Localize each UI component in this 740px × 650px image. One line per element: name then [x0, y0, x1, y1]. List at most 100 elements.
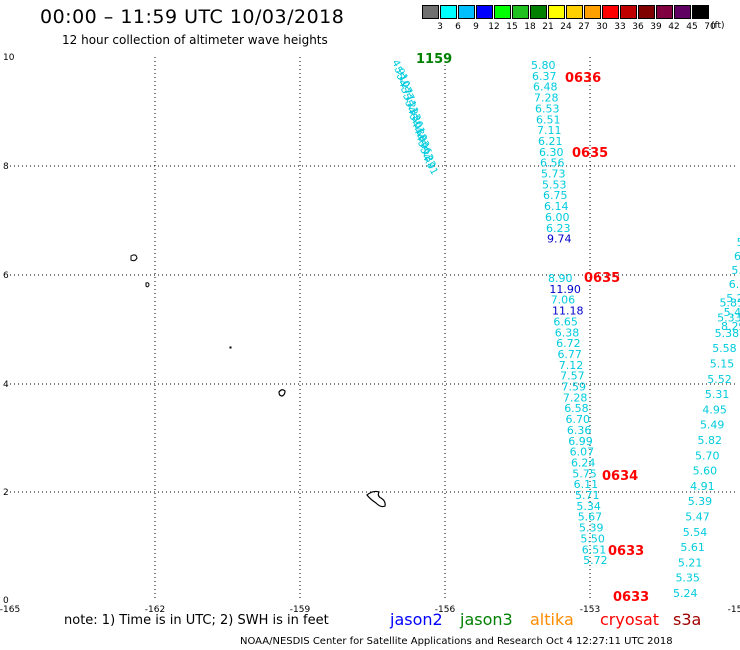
legend-jason3: jason3 [460, 610, 513, 629]
scale-swatch [530, 5, 547, 19]
x-tick-label: -156 [435, 605, 456, 615]
wave-height-value: 5.2 [726, 292, 740, 305]
scale-swatch [602, 5, 619, 19]
wave-height-value: 5.53 [542, 178, 567, 191]
wave-height-value: 5.4 [724, 306, 740, 319]
wave-height-value: 6.11 [574, 478, 599, 491]
wave-height-value: 6.77 [557, 348, 582, 361]
scale-label: 6 [455, 22, 461, 32]
scale-unit: (ft) [711, 21, 725, 31]
legend-cryosat: cryosat [600, 610, 660, 629]
x-tick-label: -165 [0, 605, 20, 615]
wave-height-value: 6.00 [545, 211, 570, 224]
wave-height-value: 5.71 [575, 489, 600, 502]
wave-height-value: 4.95 [702, 403, 727, 416]
wave-height-value: 6.36 [567, 424, 592, 437]
island-kauai [145, 282, 150, 288]
wave-height-value: 6.48 [533, 81, 558, 94]
wave-height-value: 5.49 [700, 419, 725, 432]
island-maui [278, 389, 286, 397]
scale-swatch [584, 5, 601, 19]
scale-swatch [692, 5, 709, 19]
wave-height-value: 5.35 [675, 572, 700, 585]
wave-height-value: 6.65 [553, 315, 578, 328]
wave-height-value: 7.12 [559, 359, 584, 372]
wave-height-value: 5.72 [583, 554, 608, 567]
scale-swatch [674, 5, 691, 19]
wave-height-value: 5.60 [693, 465, 718, 478]
scale-label: 9 [473, 22, 479, 32]
legend-s3a: s3a [673, 610, 702, 629]
scale-label: 15 [506, 22, 518, 32]
footnote: note: 1) Time is in UTC; 2) SWH is in fe… [64, 613, 329, 628]
pass-time-label: 0635 [572, 146, 608, 161]
y-tick-label: 4 [3, 380, 9, 390]
scale-label: 18 [524, 22, 536, 32]
scale-swatch [476, 5, 493, 19]
wave-height-value: 4.91 [419, 152, 439, 177]
pass-time-label: 0633 [608, 544, 644, 559]
wave-height-value: 5.52 [707, 373, 732, 386]
wave-height-value: 4.91 [690, 480, 715, 493]
wave-height-value: 5.75 [572, 467, 597, 480]
wave-height-value: 6.75 [543, 189, 568, 202]
wave-height-value: 5.70 [695, 449, 720, 462]
legend-jason2: jason2 [390, 610, 443, 629]
pass-time-label: 1159 [416, 52, 452, 67]
wave-height-value: 6.24 [571, 456, 596, 469]
wave-height-value: 5.73 [541, 168, 566, 181]
x-tick-label: -15 [728, 605, 740, 615]
wave-height-value: 8.90 [548, 272, 573, 285]
altimeter-track-a: 4.915.105.274.775.115.215.334.865.014.88… [389, 58, 439, 177]
wave-height-value: 6.51 [536, 113, 561, 126]
wave-height-value: 5.47 [685, 511, 710, 524]
y-tick-label: 10 [3, 53, 15, 63]
wave-height-value: 5.15 [710, 358, 735, 371]
altimeter-track-b: 5.806.376.487.286.536.517.116.216.306.56… [531, 59, 608, 567]
scale-swatch [458, 5, 475, 19]
wave-height-value: 5. [731, 264, 740, 277]
scale-swatch [512, 5, 529, 19]
x-tick-label: -153 [580, 605, 600, 615]
map-subtitle: 12 hour collection of altimeter wave hei… [62, 33, 328, 47]
wave-height-value: 5.33 [717, 312, 740, 325]
scale-swatch [548, 5, 565, 19]
wave-height-value: 5.34 [576, 500, 601, 513]
wave-height-value: 5 [737, 236, 740, 249]
pass-time-label: 0636 [565, 71, 601, 86]
scale-label: 45 [686, 22, 698, 32]
altimeter-track-c: 5.24 5.35 5.21 5.61 5.54 5.47 5.39 4.91 5.60 5.70… [673, 236, 740, 600]
pass-time-labels: 1159 0636 0635 0635 0634 0633 0633 [416, 52, 649, 605]
wave-height-value: 5.31 [705, 388, 730, 401]
legend-altika: altika [530, 610, 574, 629]
wave-height-value: 5.54 [683, 526, 708, 539]
wave-height-value: 5.61 [680, 541, 705, 554]
scale-label: 24 [560, 22, 572, 32]
wave-height-value: 7.11 [537, 124, 562, 137]
wave-height-value: 7.06 [551, 294, 576, 307]
wave-height-value: 6.70 [566, 413, 591, 426]
scale-swatch [440, 5, 457, 19]
map-title: 00:00 – 11:59 UTC 10/03/2018 [40, 6, 345, 28]
wave-height-value: 6.07 [570, 446, 595, 459]
wave-height-value: 6.14 [544, 200, 569, 213]
wave-height-value: 7.28 [563, 391, 588, 404]
y-tick-label: 6 [3, 271, 9, 281]
island-niihau [130, 254, 138, 262]
wave-height-value: 5.50 [580, 532, 605, 545]
axis-tick-labels: -165 -162 -159 -156 -153 -15 10 8 6 4 2 0 [0, 53, 740, 615]
wave-height-value: 5.24 [673, 587, 698, 600]
hawaiian-islands [130, 254, 386, 508]
wave-height-value: 6.30 [539, 146, 564, 159]
wave-height-value: 7.59 [562, 381, 587, 394]
pass-time-label: 0635 [584, 271, 620, 286]
scale-label: 36 [632, 22, 644, 32]
pass-time-label: 0634 [602, 469, 638, 484]
wave-height-value: 5.39 [579, 522, 604, 535]
wave-height-value: 5.58 [712, 342, 737, 355]
wave-height-value: 6 [734, 250, 740, 263]
wave-height-value: 6.99 [568, 435, 593, 448]
wave-height-value: 5.82 [698, 434, 723, 447]
scale-label: 30 [596, 22, 608, 32]
